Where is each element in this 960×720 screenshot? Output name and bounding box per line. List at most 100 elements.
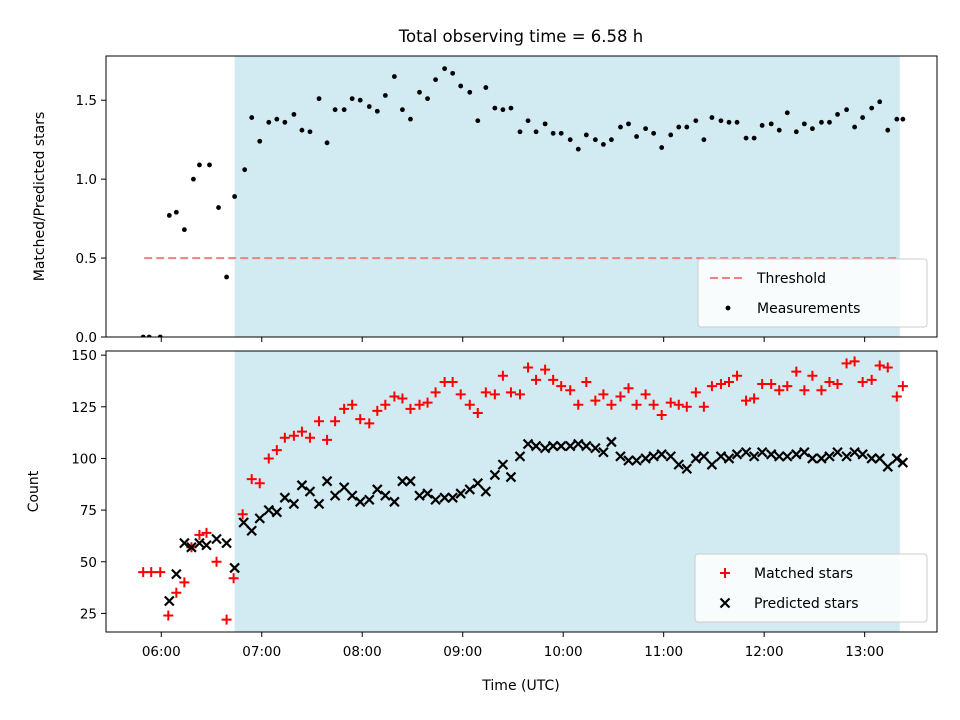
predicted-stars-point bbox=[194, 537, 205, 549]
matched-stars-point bbox=[732, 370, 743, 381]
predicted-stars-point bbox=[422, 488, 433, 499]
matched-stars-point bbox=[857, 376, 868, 387]
predicted-stars-point bbox=[631, 455, 642, 466]
measurements-point bbox=[533, 129, 539, 135]
measurements-point bbox=[266, 119, 272, 125]
matched-stars-point bbox=[741, 395, 752, 406]
measurements-point bbox=[793, 129, 799, 135]
predicted-stars-point bbox=[824, 451, 835, 462]
measurements-point bbox=[709, 115, 715, 120]
predicted-stars-point bbox=[397, 475, 408, 487]
measurements-point bbox=[433, 77, 438, 83]
predicted-stars-point bbox=[179, 537, 190, 549]
matched-stars-point bbox=[757, 379, 768, 390]
x-tick-label: 10:00 bbox=[544, 644, 583, 660]
measurements-point bbox=[216, 205, 221, 210]
predicted-stars-point bbox=[229, 562, 240, 574]
measurements-point bbox=[583, 132, 589, 138]
matched-stars-point bbox=[514, 389, 525, 400]
predicted-stars-point bbox=[782, 451, 793, 462]
predicted-stars-point bbox=[706, 459, 718, 470]
predicted-stars-point bbox=[263, 504, 275, 516]
matched-stars-point bbox=[146, 567, 157, 578]
measurements-point bbox=[197, 162, 202, 168]
matched-stars-point bbox=[380, 399, 391, 410]
measurements-point bbox=[282, 119, 288, 125]
predicted-stars-point bbox=[389, 496, 400, 508]
x-tick-label: 11:00 bbox=[644, 644, 683, 660]
predicted-stars-point bbox=[590, 442, 601, 454]
measurements-point bbox=[517, 129, 523, 135]
measurements-point bbox=[784, 110, 790, 116]
predicted-stars-point bbox=[690, 453, 702, 464]
matched-stars-point bbox=[179, 577, 190, 588]
matched-stars-point bbox=[849, 356, 860, 367]
predicted-stars-point bbox=[288, 498, 300, 510]
matched-stars-point bbox=[897, 381, 908, 392]
measurements-point bbox=[166, 213, 172, 218]
predicted-stars-point bbox=[623, 455, 634, 466]
axes-frame bbox=[105, 55, 938, 338]
matched-stars-point bbox=[824, 376, 835, 387]
predicted-stars-point bbox=[372, 484, 383, 495]
measurements-point bbox=[900, 116, 906, 122]
x-tick-label: 12:00 bbox=[745, 644, 784, 660]
legend-box bbox=[694, 553, 928, 623]
measurements-point bbox=[542, 121, 548, 127]
matched-stars-point bbox=[681, 401, 692, 412]
legend-label: Matched stars bbox=[754, 566, 853, 582]
matched-stars-point bbox=[163, 610, 174, 621]
matched-stars-point bbox=[364, 418, 375, 429]
predicted-stars-point bbox=[849, 446, 860, 458]
measurements-point bbox=[751, 135, 757, 141]
matched-stars-point bbox=[882, 362, 893, 373]
measurements-point bbox=[643, 126, 648, 132]
matched-stars-point bbox=[422, 397, 433, 408]
predicted-stars-point bbox=[882, 461, 894, 472]
ratio-panel: 0.0 0.5 1.0 1.5 Matched/Predicted stars Thres… bbox=[32, 55, 938, 346]
predicted-stars-point bbox=[681, 463, 693, 475]
matched-stars-point bbox=[171, 587, 182, 598]
matched-stars-point bbox=[447, 376, 458, 387]
y-tick-label: 25 bbox=[80, 606, 97, 622]
predicted-stars-point bbox=[799, 446, 810, 458]
measurements-point bbox=[726, 119, 732, 125]
predicted-stars-point bbox=[530, 440, 542, 452]
legend: Matched stars Predicted stars bbox=[694, 553, 928, 623]
matched-stars-point bbox=[237, 509, 248, 520]
matched-stars-point bbox=[598, 389, 609, 400]
measurements-point bbox=[776, 127, 782, 133]
measurements-point bbox=[600, 142, 606, 147]
matched-stars-point bbox=[648, 399, 659, 410]
matched-stars-point bbox=[782, 381, 793, 392]
matched-stars-point bbox=[540, 364, 551, 375]
matched-stars-point bbox=[523, 362, 534, 373]
matched-stars-point bbox=[254, 478, 265, 489]
predicted-stars-point bbox=[748, 451, 760, 462]
legend-plus-swatch bbox=[720, 568, 730, 578]
measurements-point bbox=[718, 118, 724, 124]
matched-stars-point bbox=[715, 379, 726, 390]
predicted-stars-point bbox=[723, 453, 735, 464]
matched-stars-point bbox=[841, 358, 852, 369]
matched-stars-point bbox=[271, 445, 282, 456]
matched-stars-point bbox=[640, 389, 651, 400]
matched-stars-point bbox=[279, 432, 290, 443]
matched-stars-point bbox=[673, 399, 684, 410]
y-axis-label: Matched/Predicted stars bbox=[32, 112, 48, 282]
predicted-stars-point bbox=[430, 494, 441, 506]
measurements-point bbox=[224, 274, 229, 280]
matched-stars-point bbox=[322, 434, 333, 445]
predicted-stars-point bbox=[464, 484, 476, 495]
legend-x-swatch bbox=[719, 597, 731, 609]
predicted-stars-point bbox=[321, 475, 333, 487]
matched-stars-point bbox=[832, 379, 843, 390]
measurements-point bbox=[316, 96, 322, 102]
predicted-stars-point bbox=[329, 490, 341, 501]
measurements-point bbox=[140, 334, 146, 337]
predicted-stars-point bbox=[773, 451, 785, 462]
predicted-stars-point bbox=[313, 498, 325, 510]
y-tick-label: 1.5 bbox=[76, 93, 97, 109]
matched-stars-point bbox=[690, 387, 701, 398]
